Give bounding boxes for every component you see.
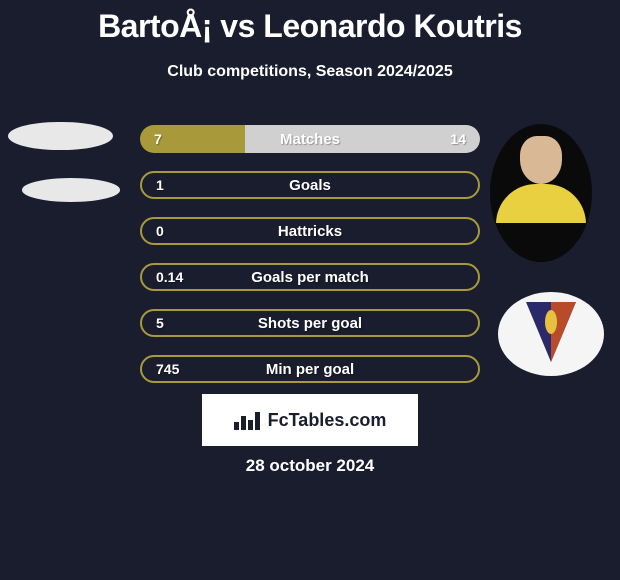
stat-label: Goals per match bbox=[251, 269, 369, 286]
bars-icon bbox=[234, 410, 260, 430]
branding-banner[interactable]: FcTables.com bbox=[202, 394, 418, 446]
stat-row-hattricks: 0 Hattricks bbox=[140, 217, 480, 245]
stat-label: Matches bbox=[280, 131, 340, 148]
stat-left-value: 5 bbox=[156, 315, 164, 331]
player-left-avatar-placeholder-1 bbox=[8, 122, 113, 150]
player-right-avatar bbox=[490, 124, 592, 262]
stat-left-value: 0.14 bbox=[156, 269, 183, 285]
stat-left-value: 7 bbox=[154, 131, 162, 147]
stat-label: Hattricks bbox=[278, 223, 342, 240]
player-right-club-badge bbox=[498, 292, 604, 376]
stat-label: Shots per goal bbox=[258, 315, 362, 332]
stat-row-goals: 1 Goals bbox=[140, 171, 480, 199]
branding-text: FcTables.com bbox=[268, 410, 387, 431]
stat-row-matches: 7 Matches 14 bbox=[140, 125, 480, 153]
stat-row-mpg: 745 Min per goal bbox=[140, 355, 480, 383]
stat-left-value: 0 bbox=[156, 223, 164, 239]
page-title: BartoÅ¡ vs Leonardo Koutris bbox=[0, 0, 620, 45]
stat-label: Goals bbox=[289, 177, 331, 194]
page-subtitle: Club competitions, Season 2024/2025 bbox=[0, 63, 620, 81]
stat-left-value: 745 bbox=[156, 361, 179, 377]
pennant-icon bbox=[526, 302, 576, 366]
stat-row-gpm: 0.14 Goals per match bbox=[140, 263, 480, 291]
stat-row-spg: 5 Shots per goal bbox=[140, 309, 480, 337]
stat-left-value: 1 bbox=[156, 177, 164, 193]
stats-table: 7 Matches 14 1 Goals 0 Hattricks 0.14 Go… bbox=[140, 125, 480, 401]
stat-right-value: 14 bbox=[450, 131, 466, 147]
date-label: 28 october 2024 bbox=[246, 456, 375, 476]
stat-label: Min per goal bbox=[266, 361, 354, 378]
player-left-avatar-placeholder-2 bbox=[22, 178, 120, 202]
